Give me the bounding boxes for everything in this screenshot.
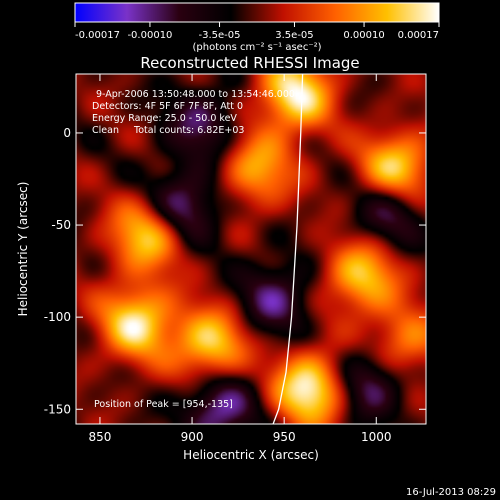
- colorbar-tick-label: 0.00017: [398, 30, 439, 41]
- x-axis-label: Heliocentric X (arcsec): [183, 448, 319, 462]
- axis-ticks: 850 900 950 1000 0 -50 -100 -150: [44, 74, 426, 444]
- colorbar-tick-label: -3.5e-05: [199, 30, 241, 41]
- annotation-energy-range: Energy Range: 25.0 - 50.0 keV: [92, 113, 237, 124]
- x-tick-label: 900: [181, 430, 204, 444]
- y-tick-label: -100: [44, 310, 71, 324]
- x-tick-label: 950: [273, 430, 296, 444]
- annotation-clean: Clean Total counts: 6.82E+03: [92, 125, 244, 136]
- colorbar-ticks: -0.00017 -0.00010 -3.5e-05 3.5e-05 0.00010 0.…: [74, 22, 440, 41]
- colorbar-tick-label: -0.00010: [127, 30, 172, 41]
- x-tick-label: 1000: [361, 430, 392, 444]
- heatmap-image: [76, 74, 426, 424]
- colorbar: [74, 2, 440, 23]
- y-tick-label: -150: [44, 402, 71, 416]
- y-axis-label: Heliocentric Y (arcsec): [16, 182, 30, 317]
- y-tick-label: -50: [51, 218, 71, 232]
- x-tick-label: 850: [88, 430, 111, 444]
- colorbar-unit-label: (photons cm⁻² s⁻¹ asec⁻²): [192, 42, 321, 53]
- y-tick-label: 0: [63, 126, 71, 140]
- solar-limb-line: [272, 73, 304, 425]
- chart-title: Reconstructed RHESSI Image: [140, 54, 359, 72]
- plot-frame: [75, 73, 427, 425]
- colorbar-tick-label: 0.00010: [343, 30, 384, 41]
- colorbar-tick-label: -0.00017: [75, 30, 120, 41]
- annotation-detectors: Detectors: 4F 5F 6F 7F 8F, Att 0: [92, 101, 243, 112]
- annotation-peak-position: Position of Peak = [954,-135]: [94, 399, 233, 410]
- annotation-time-range: 9-Apr-2006 13:50:48.000 to 13:54:46.000: [96, 89, 295, 100]
- footer-timestamp: 16-Jul-2013 08:29: [406, 487, 496, 498]
- colorbar-tick-label: 3.5e-05: [275, 30, 313, 41]
